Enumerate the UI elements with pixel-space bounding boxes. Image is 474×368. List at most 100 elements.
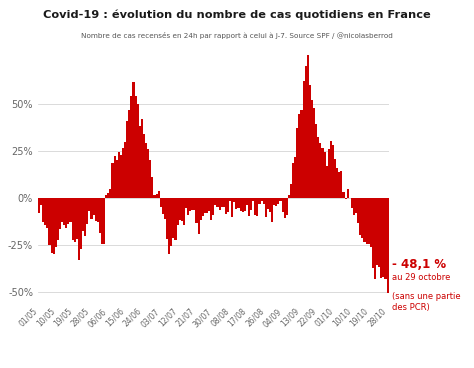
Bar <box>263 198 265 204</box>
Bar <box>105 195 107 198</box>
Bar <box>212 198 214 215</box>
Bar <box>298 114 301 198</box>
Bar <box>290 184 292 198</box>
Bar <box>355 198 357 213</box>
Bar <box>317 137 319 198</box>
Bar <box>383 198 384 277</box>
Bar <box>244 198 246 212</box>
Bar <box>191 198 193 210</box>
Bar <box>217 198 219 208</box>
Bar <box>273 198 275 205</box>
Bar <box>210 198 212 220</box>
Bar <box>86 198 88 224</box>
Bar <box>168 198 170 254</box>
Bar <box>139 126 141 198</box>
Bar <box>116 160 118 198</box>
Bar <box>46 198 48 229</box>
Bar <box>38 198 40 213</box>
Bar <box>258 198 261 204</box>
Bar <box>59 198 61 229</box>
Bar <box>380 198 383 278</box>
Bar <box>57 198 59 240</box>
Bar <box>269 198 271 212</box>
Bar <box>296 128 298 198</box>
Bar <box>204 198 206 213</box>
Bar <box>73 198 76 243</box>
Bar <box>130 96 132 198</box>
Bar <box>84 198 86 237</box>
Bar <box>286 198 288 215</box>
Text: (sans une partie
des PCR): (sans une partie des PCR) <box>392 292 460 312</box>
Bar <box>137 103 139 198</box>
Bar <box>231 198 233 217</box>
Bar <box>88 198 91 211</box>
Bar <box>338 172 340 198</box>
Bar <box>95 198 97 221</box>
Bar <box>225 198 227 215</box>
Bar <box>198 198 200 234</box>
Bar <box>283 198 286 217</box>
Bar <box>326 166 328 198</box>
Bar <box>261 198 263 201</box>
Bar <box>149 160 151 198</box>
Bar <box>370 198 372 247</box>
Bar <box>305 66 307 198</box>
Bar <box>246 198 248 205</box>
Bar <box>51 198 53 253</box>
Bar <box>164 198 166 219</box>
Bar <box>280 198 282 201</box>
Bar <box>114 156 116 198</box>
Bar <box>202 198 204 216</box>
Bar <box>301 110 302 198</box>
Text: - 48,1 %: - 48,1 % <box>392 258 446 270</box>
Bar <box>309 85 311 198</box>
Bar <box>189 198 191 211</box>
Bar <box>227 198 229 212</box>
Bar <box>181 198 183 221</box>
Bar <box>122 148 124 198</box>
Bar <box>179 198 181 220</box>
Bar <box>40 198 42 205</box>
Bar <box>155 194 158 198</box>
Bar <box>208 198 210 211</box>
Bar <box>183 198 185 225</box>
Text: Covid-19 : évolution du nombre de cas quotidiens en France: Covid-19 : évolution du nombre de cas qu… <box>43 9 431 20</box>
Bar <box>109 189 111 198</box>
Bar <box>324 152 326 198</box>
Bar <box>239 198 242 210</box>
Bar <box>48 198 51 245</box>
Bar <box>124 142 126 198</box>
Bar <box>55 198 57 247</box>
Bar <box>42 198 44 222</box>
Bar <box>91 198 92 219</box>
Bar <box>72 198 73 240</box>
Bar <box>292 163 294 198</box>
Bar <box>343 192 345 198</box>
Bar <box>353 198 355 215</box>
Bar <box>302 81 305 198</box>
Bar <box>154 195 155 198</box>
Bar <box>128 110 130 198</box>
Bar <box>357 198 359 223</box>
Bar <box>282 198 283 212</box>
Bar <box>111 163 114 198</box>
Bar <box>103 198 105 244</box>
Bar <box>206 198 208 213</box>
Bar <box>132 82 135 198</box>
Bar <box>267 198 269 209</box>
Bar <box>378 198 380 267</box>
Bar <box>126 121 128 198</box>
Bar <box>334 159 336 198</box>
Bar <box>141 119 143 198</box>
Bar <box>185 198 187 208</box>
Bar <box>143 134 145 198</box>
Bar <box>336 168 338 198</box>
Bar <box>214 198 217 205</box>
Bar <box>219 198 221 210</box>
Bar <box>242 198 244 212</box>
Bar <box>174 198 176 240</box>
Bar <box>359 198 361 235</box>
Bar <box>63 198 65 225</box>
Bar <box>67 198 69 224</box>
Bar <box>223 198 225 207</box>
